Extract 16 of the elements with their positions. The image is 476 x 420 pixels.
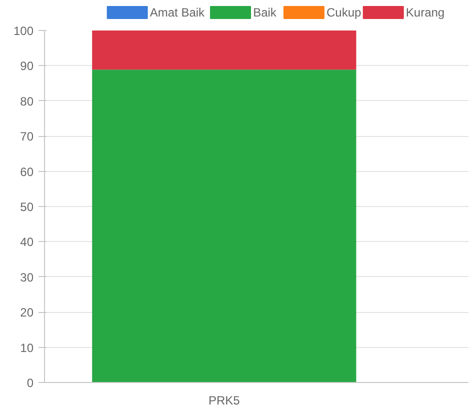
y-tick-label: 100 bbox=[13, 24, 34, 38]
legend-label: Cukup bbox=[326, 6, 362, 20]
y-tick-label: 30 bbox=[20, 270, 34, 284]
y-tick-label: 0 bbox=[26, 376, 34, 390]
y-tick-label: 40 bbox=[20, 235, 34, 250]
legend-label: Amat Baik bbox=[150, 6, 206, 20]
y-tick-label: 10 bbox=[20, 340, 34, 355]
y-tick-label: 80 bbox=[20, 94, 34, 108]
y-tick-label: 50 bbox=[20, 200, 34, 214]
legend-label: Baik bbox=[253, 6, 278, 20]
y-tick-label: 90 bbox=[20, 59, 34, 74]
y-tick-label: 70 bbox=[20, 130, 34, 144]
x-tick-label: PRK5 bbox=[208, 394, 240, 408]
legend-label: Kurang bbox=[406, 6, 445, 20]
y-tick-label: 20 bbox=[20, 306, 34, 320]
y-tick-label: 60 bbox=[20, 164, 34, 179]
